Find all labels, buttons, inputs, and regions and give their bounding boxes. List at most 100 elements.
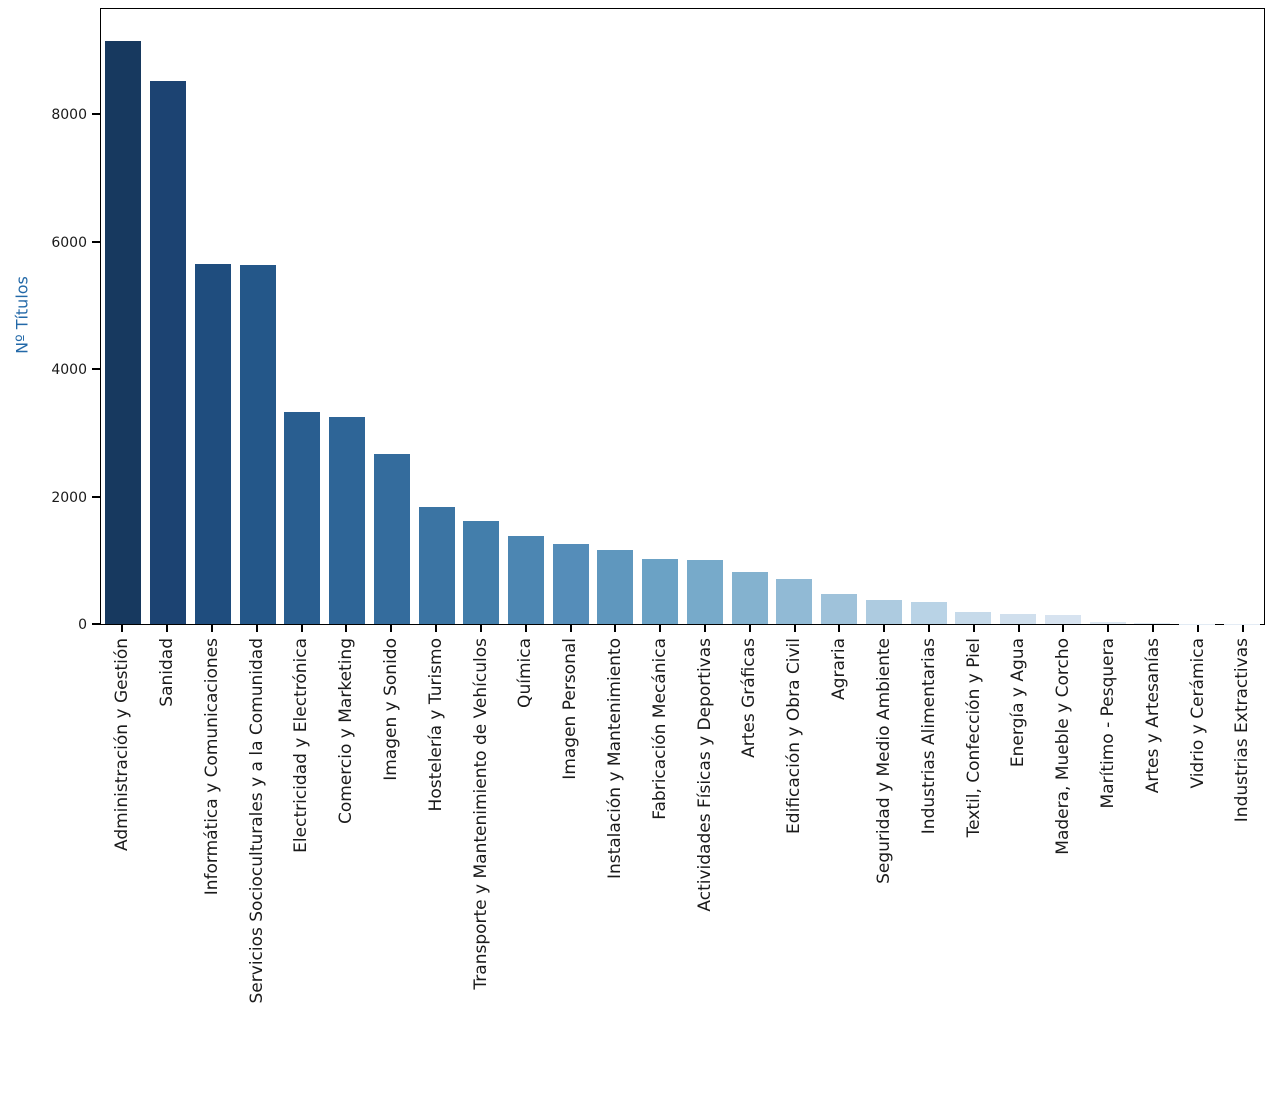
x-tick-label: Electricidad y Electrónica: [291, 638, 312, 853]
bar-16: [776, 579, 813, 624]
x-label-cell: Actividades Físicas y Deportivas: [683, 625, 728, 1003]
bar-cell: [369, 9, 414, 624]
x-tick-mark: [928, 625, 931, 632]
bar-8: [418, 506, 455, 624]
bar-cell: [1040, 9, 1085, 624]
x-tick-label: Energía y Agua: [1008, 638, 1029, 768]
x-tick-label: Imagen Personal: [560, 638, 581, 780]
x-label-cell: Agraria: [817, 625, 862, 1003]
y-tick-mark: [91, 113, 100, 116]
x-axis-labels: Administración y Gestión Sanidad Informáti…: [100, 625, 1265, 1003]
x-label-cell: Sanidad: [145, 625, 190, 1003]
bar-cell: [683, 9, 728, 624]
x-tick-label: Actividades Físicas y Deportivas: [694, 638, 715, 912]
bar-cell: [504, 9, 549, 624]
x-label-cell: Transporte y Mantenimiento de Vehículos: [459, 625, 504, 1003]
x-label-cell: Industrias Extractivas: [1220, 625, 1265, 1003]
bar-19: [910, 602, 947, 624]
bar-cell: [325, 9, 370, 624]
bar-cell: [146, 9, 191, 624]
y-tick-label: 6000: [51, 234, 87, 251]
bar-cell: [996, 9, 1041, 624]
x-tick-mark: [883, 625, 886, 632]
x-tick-mark: [435, 625, 438, 632]
y-tick-mark: [91, 368, 100, 371]
bar-cell: [593, 9, 638, 624]
x-label-cell: Comercio y Marketing: [324, 625, 369, 1003]
bar-cell: [459, 9, 504, 624]
x-tick-label: Artes y Artesanías: [1142, 638, 1163, 794]
y-tick-label: 4000: [51, 362, 87, 379]
x-label-cell: Edificación y Obra Civil: [772, 625, 817, 1003]
x-label-cell: Química: [503, 625, 548, 1003]
x-tick-label: Seguridad y Medio Ambiente: [873, 638, 894, 884]
x-label-cell: Electricidad y Electrónica: [279, 625, 324, 1003]
x-tick-label: Administración y Gestión: [112, 638, 133, 851]
x-tick-mark: [972, 625, 975, 632]
x-tick-label: Industrias Extractivas: [1232, 638, 1253, 823]
x-tick-label: Industrias Alimentarias: [918, 638, 939, 835]
x-tick-mark: [569, 625, 572, 632]
bar-18: [865, 600, 902, 624]
x-label-cell: Imagen y Sonido: [369, 625, 414, 1003]
bar-2: [150, 80, 187, 624]
x-label-cell: Marítimo - Pesquera: [1086, 625, 1131, 1003]
x-tick-label: Química: [515, 638, 536, 708]
x-tick-label: Vidrio y Cerámica: [1187, 638, 1208, 789]
y-tick-mark: [91, 623, 100, 625]
bar-cell: [1130, 9, 1175, 624]
bar-24: [1134, 623, 1171, 624]
x-tick-mark: [121, 625, 124, 632]
x-label-cell: Madera, Mueble y Corcho: [1041, 625, 1086, 1003]
bar-cell: [1219, 9, 1264, 624]
x-tick-label: Agraria: [829, 638, 850, 700]
bar-cell: [951, 9, 996, 624]
x-tick-label: Artes Gráficas: [739, 638, 760, 758]
x-tick-label: Hostelería y Turismo: [425, 638, 446, 812]
x-tick-mark: [166, 625, 169, 632]
x-tick-label: Informática y Comunicaciones: [201, 638, 222, 896]
x-tick-mark: [1062, 625, 1065, 632]
y-tick-mark: [91, 240, 100, 243]
x-tick-mark: [838, 625, 841, 632]
x-tick-mark: [614, 625, 617, 632]
x-label-cell: Imagen Personal: [548, 625, 593, 1003]
y-axis-title: Nº Títulos: [12, 276, 32, 354]
bar-cell: [414, 9, 459, 624]
bar-3: [194, 264, 231, 624]
bar-cell: [280, 9, 325, 624]
x-tick-mark: [255, 625, 258, 632]
x-tick-mark: [1017, 625, 1020, 632]
x-tick-mark: [1241, 625, 1244, 632]
x-tick-mark: [479, 625, 482, 632]
bar-12: [597, 550, 634, 624]
x-tick-label: Imagen y Sonido: [380, 638, 401, 781]
bar-4: [239, 265, 276, 624]
x-label-cell: Informática y Comunicaciones: [190, 625, 235, 1003]
x-label-cell: Industrias Alimentarias: [907, 625, 952, 1003]
x-label-cell: Artes y Artesanías: [1131, 625, 1176, 1003]
x-tick-label: Instalación y Mantenimiento: [605, 638, 625, 880]
x-label-cell: Administración y Gestión: [100, 625, 145, 1003]
x-tick-mark: [524, 625, 527, 632]
x-tick-label: Sanidad: [156, 638, 177, 707]
bar-cell: [1085, 9, 1130, 624]
y-tick-label: 2000: [51, 489, 87, 506]
x-tick-mark: [659, 625, 662, 632]
x-tick-label: Madera, Mueble y Corcho: [1053, 638, 1074, 855]
y-tick-mark: [91, 495, 100, 498]
x-label-cell: Artes Gráficas: [727, 625, 772, 1003]
bar-11: [552, 544, 589, 624]
x-tick-label: Edificación y Obra Civil: [784, 638, 805, 834]
bar-5: [284, 411, 321, 624]
bar-cell: [861, 9, 906, 624]
x-tick-label: Marítimo - Pesquera: [1097, 638, 1118, 809]
y-tick-label: 8000: [51, 107, 87, 124]
x-tick-label: Fabricación Mecánica: [649, 638, 670, 820]
y-tick-label: 0: [78, 617, 87, 633]
x-tick-label: Comercio y Marketing: [336, 638, 357, 824]
bar-cell: [772, 9, 817, 624]
x-label-cell: Seguridad y Medio Ambiente: [862, 625, 907, 1003]
bar-10: [507, 536, 544, 624]
